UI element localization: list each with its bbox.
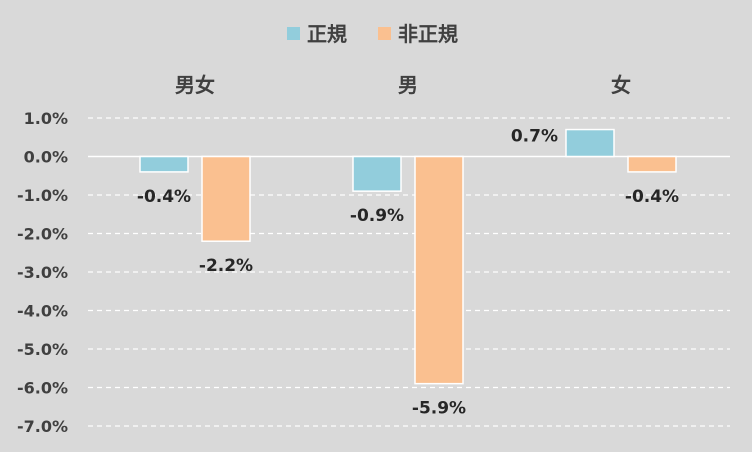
data-label: -2.2% [199,256,253,276]
bar-nonregular-2 [627,155,677,173]
data-labels: -0.4% -0.9% 0.7% -2.2% -5.9% -0.4% [137,127,679,419]
y-tick-label: -7.0% [17,417,68,436]
y-tick-label: 1.0% [24,109,68,128]
bar-nonregular-0 [201,155,251,242]
legend-swatch [287,27,300,40]
category-labels: 男女男女 [175,73,631,97]
bar-regular-2 [565,128,615,158]
legend-label: 非正規 [398,22,458,46]
gridlines [88,117,730,427]
y-tick-label: -1.0% [17,186,68,205]
y-tick-label: -3.0% [17,263,68,282]
y-axis-tick-labels: 1.0% 0.0% -1.0% -2.0% -3.0% -4.0% -5.0% -6.0% -7… [17,109,68,436]
bar-nonregular-1 [414,155,464,385]
category-label: 女 [611,73,631,97]
bars [139,128,677,385]
y-tick-label: -5.0% [17,340,68,359]
data-label: 0.7% [511,127,558,147]
category-label: 男 [398,73,418,97]
data-label: -0.4% [137,187,191,207]
y-tick-label: -4.0% [17,302,68,321]
category-label: 男女 [175,73,215,97]
y-tick-label: 0.0% [24,148,68,167]
data-label: -5.9% [412,399,466,419]
y-tick-label: -6.0% [17,379,68,398]
data-label: -0.9% [350,206,404,226]
bar-regular-0 [139,155,189,173]
y-tick-label: -2.0% [17,225,68,244]
legend-label: 正規 [307,22,347,46]
data-label: -0.4% [625,187,679,207]
legend: 正規 非正規 [287,22,458,46]
bar-regular-1 [352,155,402,192]
legend-swatch [378,27,391,40]
